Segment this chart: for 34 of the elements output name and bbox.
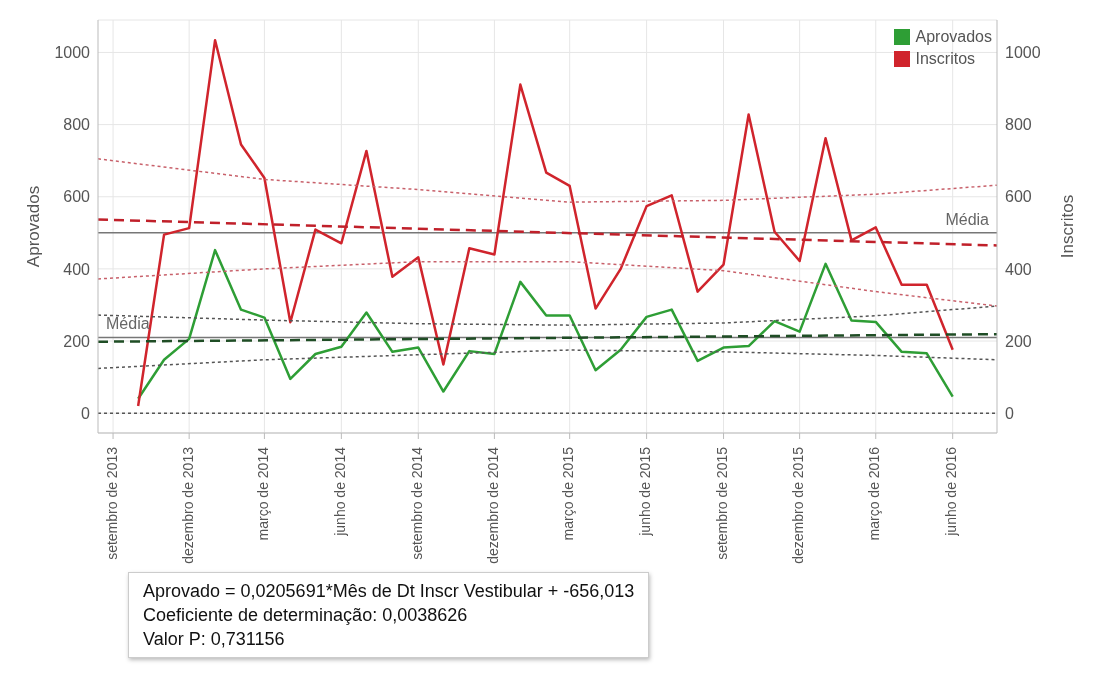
x-tick-label: março de 2014: [255, 446, 272, 541]
y-tick-label: 200: [63, 332, 91, 350]
y2-tick-label: 200: [1005, 332, 1032, 350]
y2-tick-label: 0: [1005, 404, 1014, 422]
x-tick-label: setembro de 2014: [409, 446, 425, 560]
ref-line-label: Média: [945, 210, 990, 228]
line-series: [98, 260, 997, 307]
x-tick-label: março de 2016: [866, 446, 883, 541]
y2-axis-title: Inscritos: [1058, 194, 1078, 259]
line-series: [98, 158, 997, 203]
y2-tick-label: 1000: [1005, 44, 1041, 62]
y2-tick-label: 400: [1005, 260, 1032, 278]
line-series: [98, 349, 997, 370]
x-tick-label: junho de 2015: [637, 446, 654, 537]
x-tick-label: dezembro de 2014: [485, 446, 502, 564]
legend-label: Aprovados: [915, 27, 992, 47]
x-tick-label: dezembro de 2013: [179, 446, 196, 564]
y-tick-label: 400: [63, 260, 91, 278]
y-tick-label: 0: [81, 404, 91, 422]
ref-line-label: Média: [106, 315, 150, 333]
x-tick-label: março de 2015: [560, 446, 577, 541]
x-tick-label: setembro de 2015: [714, 446, 731, 560]
legend-label: Inscritos: [915, 49, 976, 69]
x-tick-label: dezembro de 2015: [790, 446, 807, 564]
x-tick-label: junho de 2016: [943, 446, 960, 537]
y2-tick-label: 800: [1005, 116, 1032, 134]
y-tick-label: 1000: [54, 44, 91, 62]
y2-tick-label: 600: [1005, 188, 1032, 206]
y-tick-label: 600: [63, 188, 91, 206]
x-tick-label: setembro de 2013: [103, 446, 120, 560]
x-tick-label: junho de 2014: [332, 446, 349, 537]
y-tick-label: 800: [63, 116, 91, 134]
tooltip-box: Aprovado = 0,0205691*Mês de Dt Inscr Vestibular + -656,013 Coeficiente de determinação: 0,0038626 Valor P: 0,731156: [128, 572, 650, 658]
y-axis-title: Aprovados: [24, 185, 44, 268]
